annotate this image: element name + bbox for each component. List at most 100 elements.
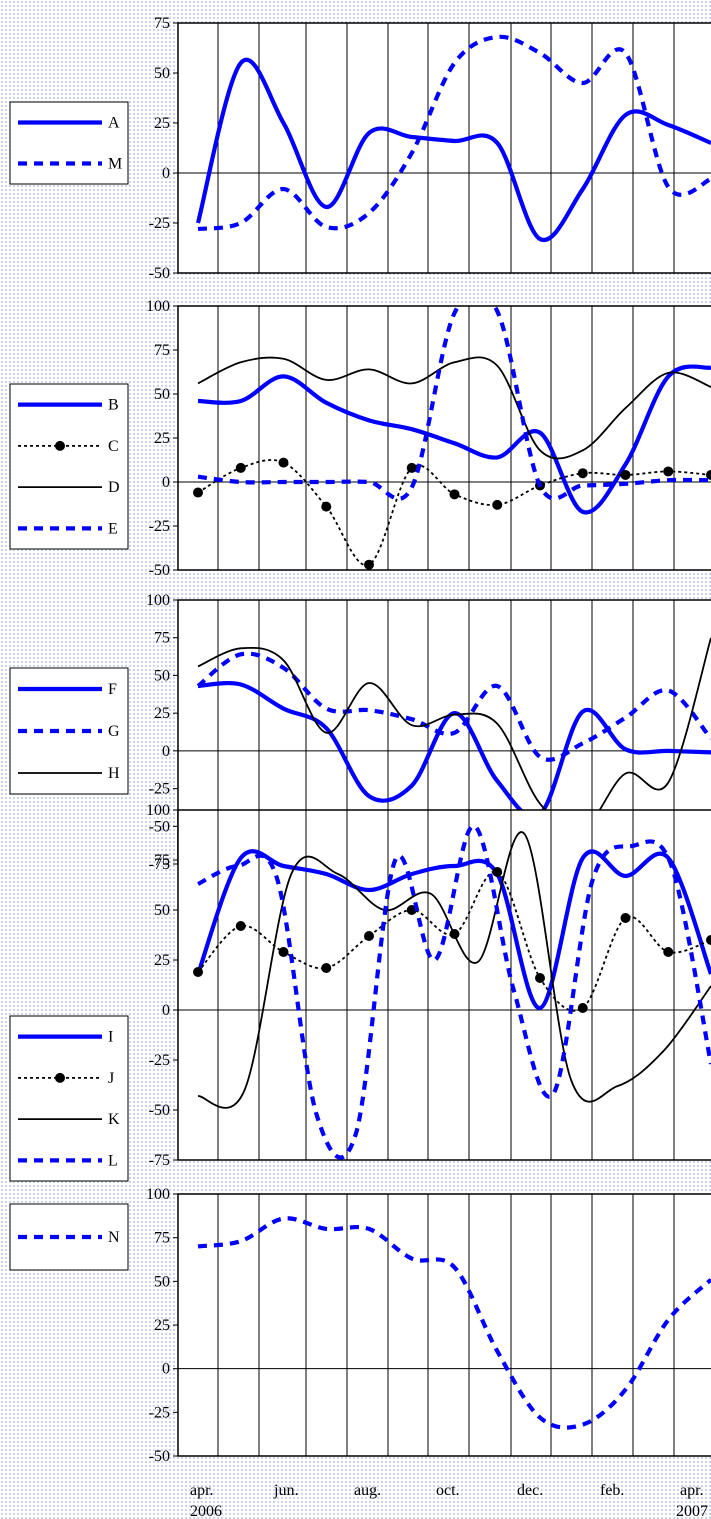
x-tick-label-aug: aug.: [354, 1482, 381, 1499]
legend-3: F G H: [9, 667, 129, 795]
data-point-C: [449, 489, 460, 500]
x-tick-label-feb: feb.: [600, 1482, 624, 1499]
y-tick-label: 50: [154, 386, 170, 403]
y-tick-label: -25: [149, 781, 170, 798]
y-tick-label: 100: [146, 802, 170, 819]
x-tick-label-oct: oct.: [436, 1482, 460, 1499]
chart-panel-5: -50 -25 0 25 50 75 100 N: [9, 1186, 711, 1465]
legend-label-E: E: [108, 520, 118, 537]
y-tick-label: -25: [149, 215, 170, 232]
data-point-J: [235, 921, 246, 931]
y-tick-label: 75: [154, 852, 170, 869]
x-tick-label-dec: dec.: [517, 1482, 543, 1499]
data-point-C: [706, 469, 711, 480]
data-point-J: [492, 867, 503, 877]
data-point-C: [278, 457, 289, 468]
legend-box: [9, 1015, 129, 1182]
data-point-J: [577, 1003, 588, 1013]
chart-panel-2: -50 -25 0 25 50 75 100 B C D E: [9, 298, 711, 579]
y-tick-label: 100: [146, 1186, 170, 1203]
data-point-J: [535, 973, 545, 983]
x-year-label-2007: 2007: [676, 1503, 708, 1519]
legend-box: [9, 101, 129, 185]
data-point-C: [492, 499, 503, 510]
series-line-H: [197, 637, 711, 832]
data-point-C: [193, 487, 203, 498]
data-point-J: [406, 905, 417, 915]
legend-label-N: N: [108, 1229, 120, 1246]
y-tick-label: -50: [149, 562, 170, 579]
y-tick-label: 0: [162, 1361, 170, 1378]
y-tick-label: 0: [162, 474, 170, 491]
data-point-C: [406, 462, 417, 473]
y-tick-label: 75: [154, 1230, 170, 1247]
data-point-J: [278, 947, 289, 957]
data-point-C: [321, 501, 332, 512]
y-tick-label: 25: [154, 115, 170, 132]
y-tick-label: 0: [162, 1002, 170, 1019]
legend-label-C: C: [108, 438, 119, 455]
data-point-C: [235, 462, 246, 473]
y-tick-label: -75: [149, 1152, 170, 1169]
y-tick-label: -50: [149, 1102, 170, 1119]
data-point-J: [321, 963, 332, 973]
y-tick-label: -50: [149, 818, 170, 835]
legend-marker-J: [55, 1072, 65, 1083]
y-tick-label: 50: [154, 667, 170, 684]
series-line-I: [196, 849, 711, 1011]
x-axis-labels: apr. jun. aug. oct. dec. feb. apr. 2006 …: [190, 1482, 708, 1519]
legend-label-G: G: [108, 723, 120, 740]
legend-label-F: F: [108, 681, 117, 698]
x-tick-label-apr-2007: apr.: [680, 1482, 704, 1499]
y-tick-label: 75: [154, 630, 170, 647]
y-tick-label: 25: [154, 1317, 170, 1334]
legend-label-M: M: [108, 156, 122, 173]
legend-label-I: I: [108, 1029, 113, 1046]
legend-1: AM: [9, 101, 129, 185]
chart-panel-4: -75 -50 -25 0 25 50 75 100 I J K L: [9, 802, 711, 1182]
legend-box: [9, 383, 129, 550]
y-tick-label: 75: [154, 15, 170, 32]
data-point-J: [706, 935, 711, 945]
y-tick-label: 25: [154, 430, 170, 447]
data-point-J: [364, 931, 374, 941]
data-point-J: [620, 913, 631, 923]
y-tick-label: -25: [149, 1052, 170, 1069]
y-tick-label: 25: [154, 705, 170, 722]
data-point-C: [577, 468, 588, 479]
series-line-L: [197, 823, 711, 1160]
series-line-E: [197, 304, 711, 501]
y-tick-label: 50: [154, 1273, 170, 1290]
plot-area: [177, 809, 711, 1161]
series-line-M: [197, 34, 711, 232]
x-tick-label-jun: jun.: [273, 1482, 298, 1499]
data-point-C: [364, 559, 374, 570]
legend-label-K: K: [108, 1111, 120, 1128]
y-tick-label: -50: [149, 265, 170, 282]
legend-label-B: B: [108, 397, 119, 414]
y-tick-label: 100: [146, 298, 170, 315]
x-year-label-2006: 2006: [190, 1503, 222, 1519]
series-line-B: [197, 364, 711, 515]
legend-label-J: J: [108, 1070, 114, 1087]
series-line-K: [197, 831, 711, 1109]
y-tick-label: 75: [154, 342, 170, 359]
legend-label-A: A: [108, 115, 120, 132]
y-tick-label: 50: [154, 902, 170, 919]
y-tick-label: 25: [154, 952, 170, 969]
legend-label-H: H: [108, 765, 120, 782]
legend-4: I J K L: [9, 1015, 129, 1182]
y-tick-label: -50: [149, 1448, 170, 1465]
legend-marker-C: [55, 440, 65, 451]
plot-area: [177, 1193, 711, 1457]
data-point-C: [620, 469, 631, 480]
series-line-A: [195, 57, 711, 243]
y-tick-label: 50: [154, 65, 170, 82]
y-tick-label: 100: [146, 592, 170, 609]
y-tick-label: -75: [149, 856, 170, 873]
series-line-G: [196, 651, 711, 762]
legend-5: N: [9, 1203, 129, 1271]
series-line-D: [197, 356, 711, 460]
